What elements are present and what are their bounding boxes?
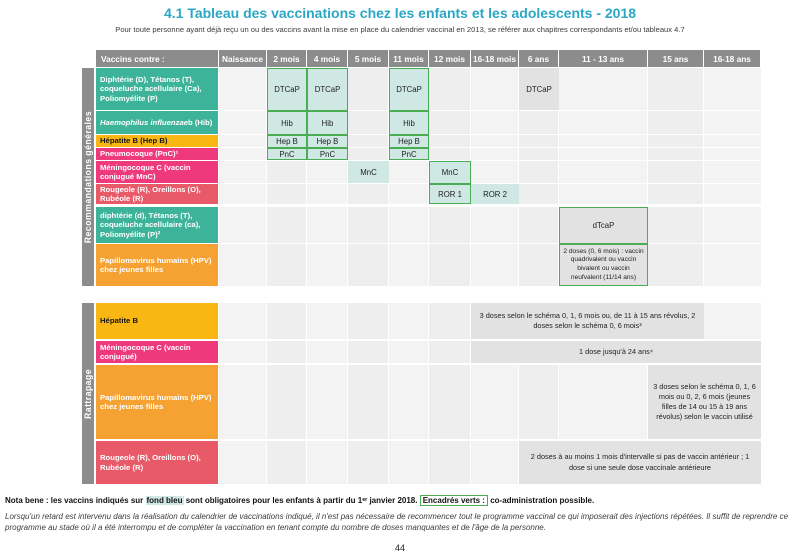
vaccine-label-text: Méningocoque C (vaccin conjugué MnC) [100, 162, 191, 181]
table-row-hib: Haemophilus influenzae b (Hib) Hib Hib H… [96, 111, 761, 135]
section-label: Recommandations générales [83, 110, 93, 244]
nota-bene-text: Nota bene : les vaccins indiqués sur [5, 496, 146, 505]
schedule-cell: 2 doses à au moins 1 mois d'intervalle s… [519, 441, 761, 484]
vaccine-label-italic: Haemophilus influenzae [100, 117, 188, 127]
vaccine-label: Diphtérie (D), Tétanos (T), coqueluche a… [96, 68, 218, 110]
table-row-ror-rattrapage: Rougeole (R), Oreillons (O), Rubéole (R)… [96, 441, 761, 484]
vaccination-table: Vaccins contre : Naissance 2 mois 4 mois… [82, 50, 761, 484]
dose-cell: DTCaP [519, 68, 559, 110]
dose-cell: DTCaP [307, 68, 348, 111]
dose-cell: DTCaP [389, 68, 429, 111]
vaccine-label-text: Rougeole (R), Oreillons (O), Rubéole (R) [100, 184, 201, 203]
dose-cell: Hep B [267, 135, 307, 148]
header-col-11-mois: 11 mois [389, 50, 429, 67]
header-col-4-mois: 4 mois [307, 50, 348, 67]
dose-cell: ROR 1 [429, 184, 471, 204]
table-row-hepb-rattrapage: Hépatite B 3 doses selon le schéma 0, 1,… [96, 303, 761, 339]
header-vaccins-contre: Vaccins contre : [96, 50, 219, 67]
nota-bene-text: co-administration possible. [487, 496, 595, 505]
dose-cell: DTCaP [267, 68, 307, 111]
page-number: 44 [394, 543, 405, 553]
vaccine-label: Hépatite B (Hep B) [96, 135, 218, 147]
dose-cell: PnC [389, 148, 429, 160]
vaccine-label: Rougeole (R), Oreillons (O), Rubéole (R) [96, 441, 218, 484]
page-subtitle: Pour toute personne ayant déjà reçu un o… [115, 25, 685, 34]
vaccine-label: Méningocoque C (vaccin conjugué) [96, 341, 218, 363]
section-label: Rattrapage [83, 368, 93, 419]
table-row-mnc-rattrapage: Méningocoque C (vaccin conjugué) 1 dose … [96, 341, 761, 363]
nota-bene: Nota bene : les vaccins indiqués sur fon… [5, 495, 795, 507]
header-col-16-18-ans: 16-18 ans [704, 50, 761, 67]
vaccine-label: Rougeole (R), Oreillons (O), Rubéole (R) [96, 184, 218, 204]
vaccine-label: Haemophilus influenzae b (Hib) [96, 111, 218, 134]
dose-cell: PnC [307, 148, 348, 160]
vaccine-label-text: Diphtérie (D), Tétanos (T), coqueluche a… [100, 75, 202, 103]
table-row-dtcap: Diphtérie (D), Tétanos (T), coqueluche a… [96, 68, 761, 111]
vaccine-label-text: Hépatite B (Hep B) [100, 136, 168, 146]
vaccine-label-text: diphtérie (d), Tétanos (T), coqueluche a… [100, 211, 201, 239]
dose-cell: Hib [307, 111, 348, 135]
vaccine-label: Papillomavirus humains (HPV) chez jeunes… [96, 365, 218, 439]
table-row-dtcap-rappel: diphtérie (d), Tétanos (T), coqueluche a… [96, 207, 761, 244]
table-row-hpv: Papillomavirus humains (HPV) chez jeunes… [96, 244, 761, 286]
header-col-5-mois: 5 mois [348, 50, 389, 67]
dose-cell: Hep B [307, 135, 348, 148]
vaccine-label: diphtérie (d), Tétanos (T), coqueluche a… [96, 207, 218, 243]
section-rattrapage: Rattrapage Hépatite B 3 doses selon le s… [82, 303, 761, 484]
vaccine-label: Pneumocoque (PnC)¹ [96, 148, 218, 160]
section-recommandations-generales: Recommandations générales Diphtérie (D),… [82, 68, 761, 286]
vaccine-label-text: b (Hib) [188, 117, 213, 127]
dose-cell: MnC [429, 161, 471, 184]
vaccine-label-text: Méningocoque C (vaccin conjugué) [100, 342, 191, 361]
nota-bene-text: sont obligatoires pour les enfants à par… [183, 496, 420, 505]
table-row-hpv-rattrapage: Papillomavirus humains (HPV) chez jeunes… [96, 365, 761, 439]
encadres-verts-box: Encadrés verts : [419, 495, 488, 507]
table-row-pnc: Pneumocoque (PnC)¹ PnC PnC PnC [96, 148, 761, 160]
table-header-row: Vaccins contre : Naissance 2 mois 4 mois… [96, 50, 761, 67]
footnotes: Nota bene : les vaccins indiqués sur fon… [5, 495, 795, 534]
header-col-16-18-mois: 16-18 mois [471, 50, 519, 67]
retard-note: Lorsqu'un retard est intervenu dans la r… [5, 512, 789, 533]
header-col-15-ans: 15 ans [648, 50, 704, 67]
fond-bleu-highlight: fond bleu [145, 496, 184, 505]
vaccine-label: Papillomavirus humains (HPV) chez jeunes… [96, 244, 218, 286]
header-col-naissance: Naissance [219, 50, 267, 67]
dose-cell: 2 doses (0, 6 mois) : vaccin quadrivalen… [559, 244, 648, 286]
section-sidebar: Recommandations générales [82, 68, 94, 286]
dose-cell: dTcaP [559, 207, 648, 244]
dose-cell: MnC [348, 161, 389, 183]
vaccine-label: Hépatite B [96, 303, 218, 339]
section-sidebar: Rattrapage [82, 303, 94, 484]
vaccine-label-text: Papillomavirus humains (HPV) chez jeunes… [100, 392, 212, 411]
vaccine-label-text: Rougeole (R), Oreillons (O), Rubéole (R) [100, 453, 201, 472]
vaccine-label-text: Papillomavirus humains (HPV) chez jeunes… [100, 255, 212, 274]
table-row-hepb: Hépatite B (Hep B) Hep B Hep B Hep B [96, 135, 761, 148]
header-col-6-ans: 6 ans [519, 50, 559, 67]
dose-cell: ROR 2 [471, 184, 519, 204]
table-row-mnc: Méningocoque C (vaccin conjugué MnC) MnC… [96, 161, 761, 184]
dose-cell: PnC [267, 148, 307, 160]
header-col-12-mois: 12 mois [429, 50, 471, 67]
schedule-cell: 3 doses selon le schéma 0, 1, 6 mois ou … [648, 365, 761, 439]
dose-cell: Hep B [389, 135, 429, 148]
header-col-11-13-ans: 11 - 13 ans [559, 50, 648, 67]
header-col-2-mois: 2 mois [267, 50, 307, 67]
schedule-cell: 3 doses selon le schéma 0, 1, 6 mois ou,… [471, 303, 704, 339]
vaccine-label-text: Hépatite B [100, 316, 139, 326]
table-row-ror: Rougeole (R), Oreillons (O), Rubéole (R)… [96, 184, 761, 204]
dose-cell: Hib [389, 111, 429, 135]
dose-cell: Hib [267, 111, 307, 135]
page-title: 4.1 Tableau des vaccinations chez les en… [163, 5, 637, 21]
vaccine-label-text: Pneumocoque (PnC)¹ [100, 149, 179, 159]
schedule-cell: 1 dose jusqu'à 24 ans⁴ [471, 341, 761, 363]
vaccine-label: Méningocoque C (vaccin conjugué MnC) [96, 161, 218, 183]
